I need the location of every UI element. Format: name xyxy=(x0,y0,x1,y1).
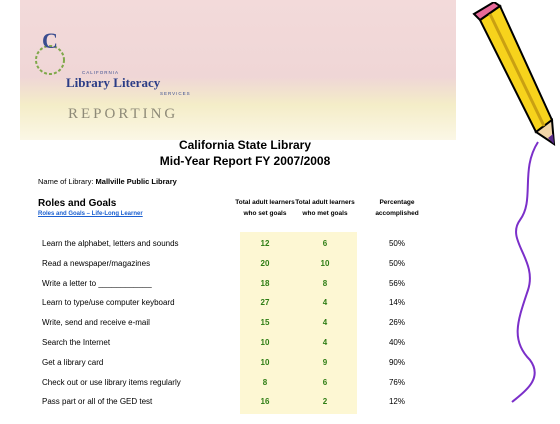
cell-percent: 12% xyxy=(377,397,417,406)
cell-set: 15 xyxy=(245,318,285,327)
row-label: Write, send and receive e-mail xyxy=(42,318,150,327)
section-title: Roles and Goals xyxy=(38,198,116,209)
cell-set: 10 xyxy=(245,338,285,347)
library-line: Name of Library: Mallville Public Librar… xyxy=(38,177,177,186)
cell-met: 4 xyxy=(305,338,345,347)
row-label: Check out or use library items regularly xyxy=(42,378,181,387)
pencil-icon xyxy=(470,2,560,147)
title-line: California State Library xyxy=(0,138,490,152)
column-header: Total adult learners who met goals xyxy=(290,197,360,219)
cell-set: 16 xyxy=(245,397,285,406)
cell-percent: 50% xyxy=(377,259,417,268)
logo-icon: C xyxy=(30,20,90,80)
section-link[interactable]: Roles and Goals – Life-Long Learner xyxy=(38,211,143,217)
cell-set: 10 xyxy=(245,358,285,367)
row-label: Search the Internet xyxy=(42,338,110,347)
cell-met: 6 xyxy=(305,378,345,387)
cell-set: 27 xyxy=(245,298,285,307)
cell-met: 8 xyxy=(305,279,345,288)
cell-percent: 40% xyxy=(377,338,417,347)
cell-met: 9 xyxy=(305,358,345,367)
row-label: Learn the alphabet, letters and sounds xyxy=(42,239,179,248)
row-label: Learn to type/use computer keyboard xyxy=(42,298,175,307)
cell-set: 8 xyxy=(245,378,285,387)
cell-percent: 26% xyxy=(377,318,417,327)
row-label: Write a letter to ____________ xyxy=(42,279,152,288)
row-label: Read a newspaper/magazines xyxy=(42,259,150,268)
cell-met: 6 xyxy=(305,239,345,248)
row-label: Pass part or all of the GED test xyxy=(42,397,152,406)
row-label: Get a library card xyxy=(42,358,103,367)
cell-met: 4 xyxy=(305,298,345,307)
slide: C CALIFORNIA Library Literacy SERVICES R… xyxy=(0,0,560,424)
logo-bottom: SERVICES xyxy=(160,91,191,96)
cell-percent: 56% xyxy=(377,279,417,288)
cell-met: 10 xyxy=(305,259,345,268)
decorative-line xyxy=(490,140,550,410)
column-header: Percentage accomplished xyxy=(362,197,432,219)
cell-percent: 76% xyxy=(377,378,417,387)
cell-set: 12 xyxy=(245,239,285,248)
cell-met: 4 xyxy=(305,318,345,327)
library-value: Mallville Public Library xyxy=(96,177,177,186)
cell-set: 20 xyxy=(245,259,285,268)
cell-percent: 14% xyxy=(377,298,417,307)
cell-met: 2 xyxy=(305,397,345,406)
svg-text:C: C xyxy=(42,28,58,53)
title-line: Mid-Year Report FY 2007/2008 xyxy=(0,154,490,168)
cell-percent: 50% xyxy=(377,239,417,248)
cell-percent: 90% xyxy=(377,358,417,367)
cell-set: 18 xyxy=(245,279,285,288)
logo-name: Library Literacy xyxy=(66,75,160,91)
library-label: Name of Library: xyxy=(38,177,93,186)
banner-title: REPORTING xyxy=(68,106,178,123)
